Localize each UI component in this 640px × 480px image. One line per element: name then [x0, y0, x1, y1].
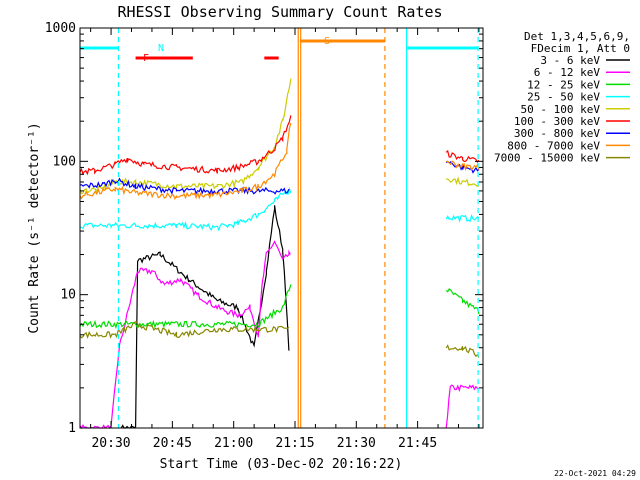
series-line-3	[79, 284, 480, 329]
legend-entry-label: 300 - 800 keV	[514, 127, 600, 140]
series-line-7	[80, 160, 480, 196]
y-tick-label: 100	[53, 154, 76, 169]
state-bar-segment	[407, 46, 479, 50]
x-axis-label: Start Time (03-Dec-02 20:16:22)	[160, 457, 403, 472]
legend-entry-label: 6 - 12 keV	[534, 66, 601, 79]
chart-title: RHESSI Observing Summary Count Rates	[117, 3, 442, 21]
axis-ticks: 20:30 20:45 21:00 21:15 21:30 21:45 1 10 100 1000	[45, 21, 483, 451]
state-bar-label: S	[324, 36, 330, 47]
legend-entry-label: 25 - 50 keV	[527, 91, 600, 104]
series-line-1	[120, 205, 290, 429]
plot-frame	[79, 27, 484, 429]
y-tick-label: 10	[60, 288, 76, 303]
legend-header: Det 1,3,4,5,6,9,	[524, 30, 630, 43]
x-tick-label: 21:15	[275, 436, 314, 451]
legend-entry-label: 12 - 25 keV	[527, 78, 600, 91]
state-bar-segment	[264, 56, 279, 60]
legend-entry-label: 3 - 6 keV	[540, 54, 600, 67]
series-line-6	[79, 115, 480, 176]
y-tick-label: 1000	[45, 21, 76, 36]
state-bar-segment	[299, 39, 385, 43]
x-tick-label: 21:00	[214, 436, 253, 451]
timestamp-footer: 22-Oct-2021 04:29	[554, 469, 636, 478]
state-bar-label: F	[143, 53, 149, 64]
series-line-5	[79, 78, 480, 195]
series-line-8	[79, 122, 480, 201]
x-tick-label: 21:45	[398, 436, 437, 451]
legend-entry-label: 800 - 7000 keV	[507, 139, 600, 152]
state-bar-label: N	[158, 43, 164, 54]
legend-entry-label: 50 - 100 keV	[521, 103, 601, 116]
state-bar-segment	[80, 46, 119, 50]
series-line-9	[79, 321, 480, 358]
series-layer	[79, 78, 480, 430]
legend: Det 1,3,4,5,6,9,FDecim 1, Att 03 - 6 keV…	[494, 30, 630, 165]
x-tick-label: 21:30	[337, 436, 376, 451]
series-line-2	[79, 240, 479, 430]
state-bars: FN S	[80, 28, 479, 428]
x-tick-label: 20:30	[91, 436, 130, 451]
series-line-4	[79, 186, 480, 232]
x-tick-label: 20:45	[153, 436, 192, 451]
legend-header: FDecim 1, Att 0	[531, 42, 630, 55]
y-tick-label: 1	[68, 421, 76, 436]
y-axis-label: Count Rate (s⁻¹ detector⁻¹)	[27, 122, 42, 333]
state-bar-segment	[135, 56, 193, 60]
legend-entry-label: 7000 - 15000 keV	[494, 152, 600, 165]
legend-entry-label: 100 - 300 keV	[514, 115, 600, 128]
